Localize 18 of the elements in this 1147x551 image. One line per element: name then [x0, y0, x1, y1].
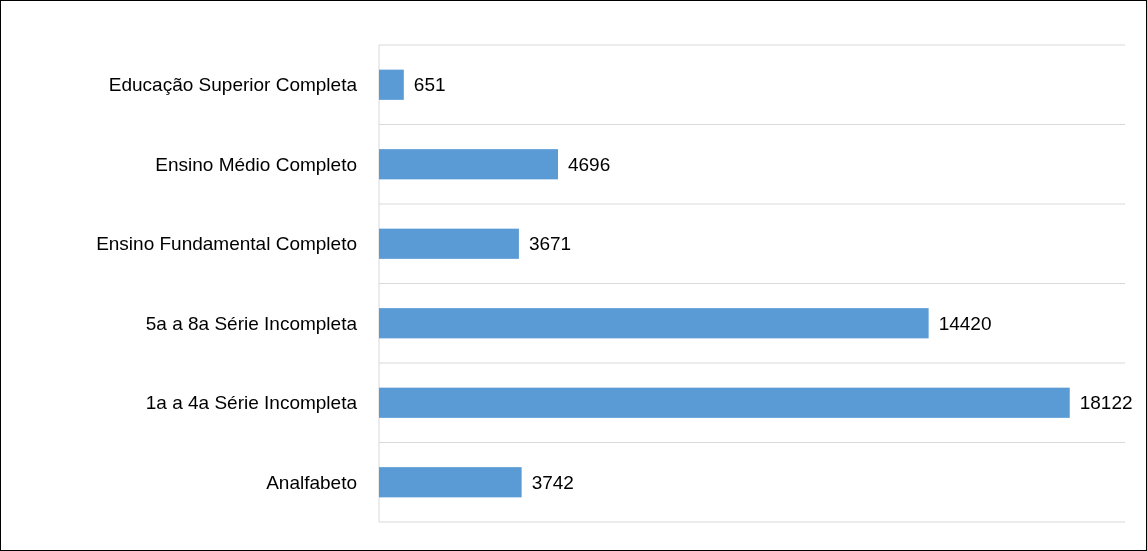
bar	[379, 308, 929, 339]
y-tick-label: Analfabeto	[266, 471, 357, 493]
bar	[379, 387, 1070, 418]
data-label: 14420	[938, 312, 992, 334]
y-tick-label: Ensino Fundamental Completo	[96, 233, 357, 255]
data-label: 3671	[528, 233, 572, 255]
bar	[379, 228, 519, 259]
bar	[379, 69, 404, 100]
y-tick-label: Educação Superior Completa	[108, 74, 358, 96]
y-tick-label: 1a a 4a Série Incompleta	[145, 392, 358, 414]
data-label: 3742	[531, 471, 574, 493]
bar	[379, 149, 558, 180]
y-tick-label: Ensino Médio Completo	[155, 153, 357, 175]
data-label: 651	[413, 74, 446, 96]
bar	[379, 467, 522, 498]
y-tick-label: 5a a 8a Série Incompleta	[145, 312, 358, 334]
data-label: 18122	[1079, 392, 1133, 414]
data-label: 4696	[567, 153, 611, 175]
